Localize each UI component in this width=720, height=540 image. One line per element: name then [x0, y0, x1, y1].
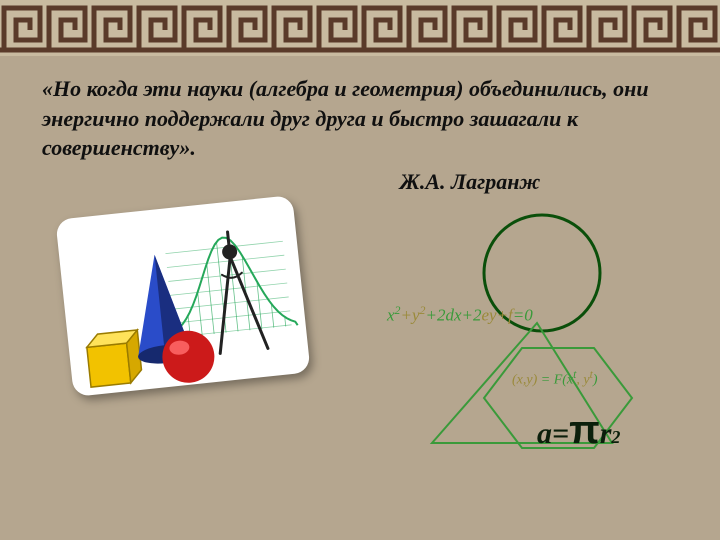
- equation-area: a = π r 2: [537, 408, 620, 453]
- cube-shape: [86, 330, 143, 387]
- quote-text: «Но когда эти науки (алгебра и геометрия…: [42, 74, 678, 163]
- meander-pattern: [0, 0, 720, 56]
- geometry-card: [55, 195, 310, 397]
- equation-function: (x,y) = F(xt, yt): [512, 368, 598, 389]
- illustration-row: x2+y2+2dx+2ey+f=0 (x,y) = F(xt, yt) a = …: [42, 203, 678, 483]
- author-text: Ж.А. Лагранж: [42, 169, 678, 195]
- math-diagram: x2+y2+2dx+2ey+f=0 (x,y) = F(xt, yt) a = …: [372, 213, 712, 473]
- geometry-shapes: [55, 195, 310, 397]
- exponent-2: 2: [611, 427, 620, 448]
- var-r: r: [600, 417, 612, 451]
- var-a: a: [537, 417, 552, 451]
- pi-symbol: π: [569, 408, 600, 453]
- equation-circle: x2+y2+2dx+2ey+f=0: [387, 303, 533, 326]
- greek-key-border: [0, 0, 720, 56]
- content-area: «Но когда эти науки (алгебра и геометрия…: [0, 56, 720, 483]
- equals-sign: =: [552, 417, 569, 451]
